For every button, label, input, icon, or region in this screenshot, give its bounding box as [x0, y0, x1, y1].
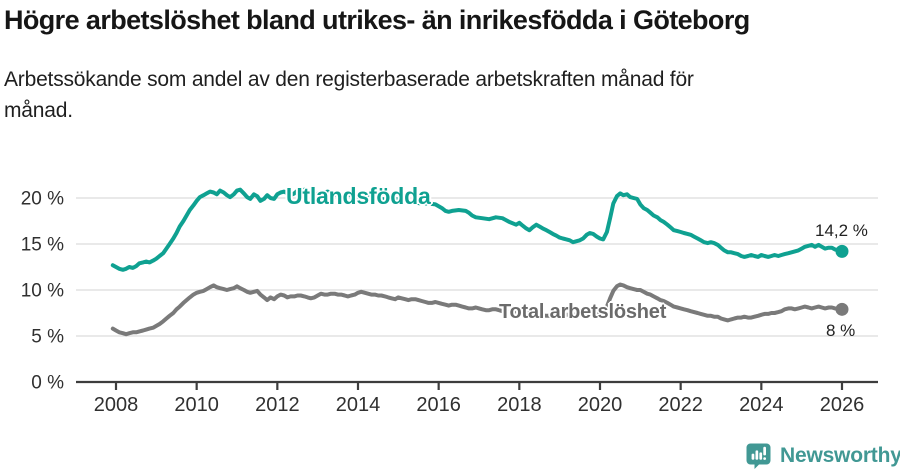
series-label-utlandsfodda: Utlandsfödda	[286, 183, 431, 209]
chart-subtitle: Arbetssökande som andel av den registerb…	[4, 64, 834, 126]
y-axis-tick-label: 10 %	[21, 281, 64, 302]
series-end-dot	[835, 302, 849, 316]
newsworthy-branding: Newsworthy	[744, 441, 900, 470]
chart-subtitle-line2: månad.	[4, 99, 73, 122]
newsworthy-brand-name: Newsworthy	[780, 443, 900, 467]
chart-subtitle-line1: Arbetssökande som andel av den registerb…	[4, 68, 694, 91]
x-axis-tick-label: 2018	[497, 394, 542, 416]
x-axis-tick-label: 2024	[739, 394, 784, 416]
end-value-label-utlandsfodda: 14,2 %	[815, 221, 868, 240]
series-label-total-arbetsloshet: Total arbetslöshet	[499, 301, 667, 323]
x-axis-tick-label: 2012	[255, 394, 300, 416]
series-line-total-arbetsl-shet	[110, 282, 844, 337]
x-axis-tick-label: 2016	[416, 394, 461, 416]
x-axis-tick-label: 2008	[94, 394, 139, 416]
x-axis-tick-label: 2010	[174, 394, 219, 416]
newsworthy-logo-icon	[746, 443, 771, 469]
y-axis-tick-label: 0 %	[31, 373, 64, 394]
end-value-label-total: 8 %	[826, 321, 856, 340]
x-axis-tick-label: 2022	[658, 394, 703, 416]
x-axis-tick-label: 2026	[820, 394, 865, 416]
y-axis-tick-label: 20 %	[21, 189, 64, 210]
series-line-utlandsf-dda	[110, 187, 844, 272]
chart-title: Högre arbetslöshet bland utrikes- än inr…	[4, 5, 750, 35]
x-axis-tick-label: 2014	[336, 394, 381, 416]
series-end-dot	[835, 244, 849, 258]
y-axis-tick-label: 15 %	[21, 235, 64, 256]
x-axis-tick-label: 2020	[578, 394, 623, 416]
y-axis-tick-label: 5 %	[31, 327, 64, 348]
